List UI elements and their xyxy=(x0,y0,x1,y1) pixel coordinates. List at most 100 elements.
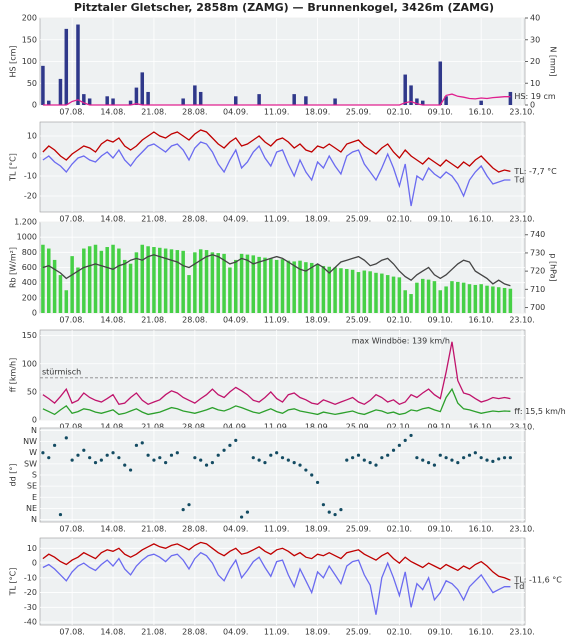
y2-tick-label: 10 xyxy=(530,79,540,88)
point xyxy=(374,463,378,467)
y2-tick-label: 20 xyxy=(530,57,540,66)
point xyxy=(391,448,396,452)
point xyxy=(245,510,250,514)
point xyxy=(269,453,273,457)
bar xyxy=(111,98,115,105)
x-tick-label: 04.09. xyxy=(223,525,248,534)
x-tick-label: 02.10. xyxy=(387,316,412,325)
bar xyxy=(82,248,86,313)
bar xyxy=(198,249,203,313)
x-tick-label: 18.09. xyxy=(305,525,330,534)
y-tick-label: 100 xyxy=(22,57,37,66)
end-label: TL: -11,6 °C xyxy=(513,576,562,585)
bar xyxy=(444,286,448,313)
point xyxy=(204,463,209,467)
x-tick-label: 16.10. xyxy=(468,423,493,432)
y-tick-label: 0 xyxy=(32,152,37,161)
y-tick-label: 100 xyxy=(22,359,37,368)
point xyxy=(280,456,285,460)
bar xyxy=(415,98,419,105)
bar xyxy=(222,253,226,313)
bar xyxy=(245,254,250,313)
y-axis-label: TL [°C] xyxy=(9,568,18,597)
y-tick-label: W xyxy=(29,448,37,457)
point xyxy=(362,458,366,462)
point xyxy=(158,456,162,460)
y-tick-label: 150 xyxy=(22,35,37,44)
y-axis-label: HS [cm] xyxy=(9,45,18,77)
chart-title: Pitztaler Gletscher, 2858m (ZAMG) — Brun… xyxy=(74,1,494,14)
y-tick-label: -20 xyxy=(24,192,37,201)
x-tick-label: 21.08. xyxy=(141,316,166,325)
bar xyxy=(204,250,209,313)
x-tick-label: 21.08. xyxy=(141,628,166,637)
bar xyxy=(450,281,454,313)
point xyxy=(146,453,150,457)
bar xyxy=(52,259,57,313)
point xyxy=(140,441,144,445)
point xyxy=(64,436,68,440)
series-line xyxy=(42,129,511,173)
bar xyxy=(333,98,337,105)
plot-area xyxy=(39,329,526,421)
point xyxy=(175,451,179,455)
bar xyxy=(169,249,174,313)
y-tick-label: E xyxy=(32,493,37,502)
point xyxy=(128,468,133,472)
point xyxy=(462,456,466,460)
end-label: HS: 19 cm xyxy=(514,92,555,101)
y-tick-label: 50 xyxy=(27,387,37,396)
bar xyxy=(70,256,74,313)
y2-tick-label: 710 xyxy=(530,285,545,294)
end-label: ff: 15,5 km/h xyxy=(514,407,565,416)
y2-tick-label: 0 xyxy=(530,101,535,110)
y-tick-label: -20 xyxy=(24,588,37,597)
point xyxy=(210,461,214,465)
x-tick-label: 25.09. xyxy=(346,316,371,325)
bar xyxy=(87,246,92,313)
x-tick-label: 25.09. xyxy=(346,628,371,637)
point xyxy=(257,458,261,462)
x-tick-label: 04.09. xyxy=(223,215,248,224)
bar xyxy=(257,94,261,105)
bar xyxy=(461,282,466,313)
bar xyxy=(438,61,443,105)
x-tick-label: 07.08. xyxy=(59,215,84,224)
point xyxy=(473,451,477,455)
x-tick-label: 23.10. xyxy=(509,423,534,432)
x-tick-label: 09.10. xyxy=(428,215,453,224)
y2-tick-label: 700 xyxy=(530,303,545,312)
y-tick-label: 0 xyxy=(32,309,37,318)
y2-axis-label: N [mm] xyxy=(549,46,558,76)
point xyxy=(450,458,454,462)
bar xyxy=(234,259,238,313)
bar xyxy=(496,287,501,313)
bar xyxy=(456,281,460,313)
point xyxy=(444,456,448,460)
x-tick-label: 16.10. xyxy=(468,316,493,325)
point xyxy=(491,459,495,463)
y-tick-label: 0 xyxy=(32,559,37,568)
bar xyxy=(473,284,478,313)
x-tick-label: 09.10. xyxy=(428,108,453,117)
bar xyxy=(409,294,413,313)
point xyxy=(134,443,139,447)
point xyxy=(397,443,401,447)
x-tick-label: 25.09. xyxy=(346,215,371,224)
bar xyxy=(391,276,396,313)
bar xyxy=(409,85,413,105)
bar xyxy=(198,91,203,105)
point xyxy=(117,456,121,460)
y-axis-label: Rb [W/m²] xyxy=(9,247,18,288)
x-tick-label: 11.09. xyxy=(264,525,289,534)
x-tick-label: 11.09. xyxy=(264,628,289,637)
bar xyxy=(309,262,314,313)
bar xyxy=(280,259,285,313)
point xyxy=(380,456,384,460)
series-line xyxy=(42,387,511,416)
point xyxy=(333,512,337,517)
bar xyxy=(181,250,185,313)
y-axis-label: TL [°C] xyxy=(9,153,18,182)
y-tick-label: 600 xyxy=(22,263,37,272)
x-tick-label: 23.10. xyxy=(509,316,534,325)
